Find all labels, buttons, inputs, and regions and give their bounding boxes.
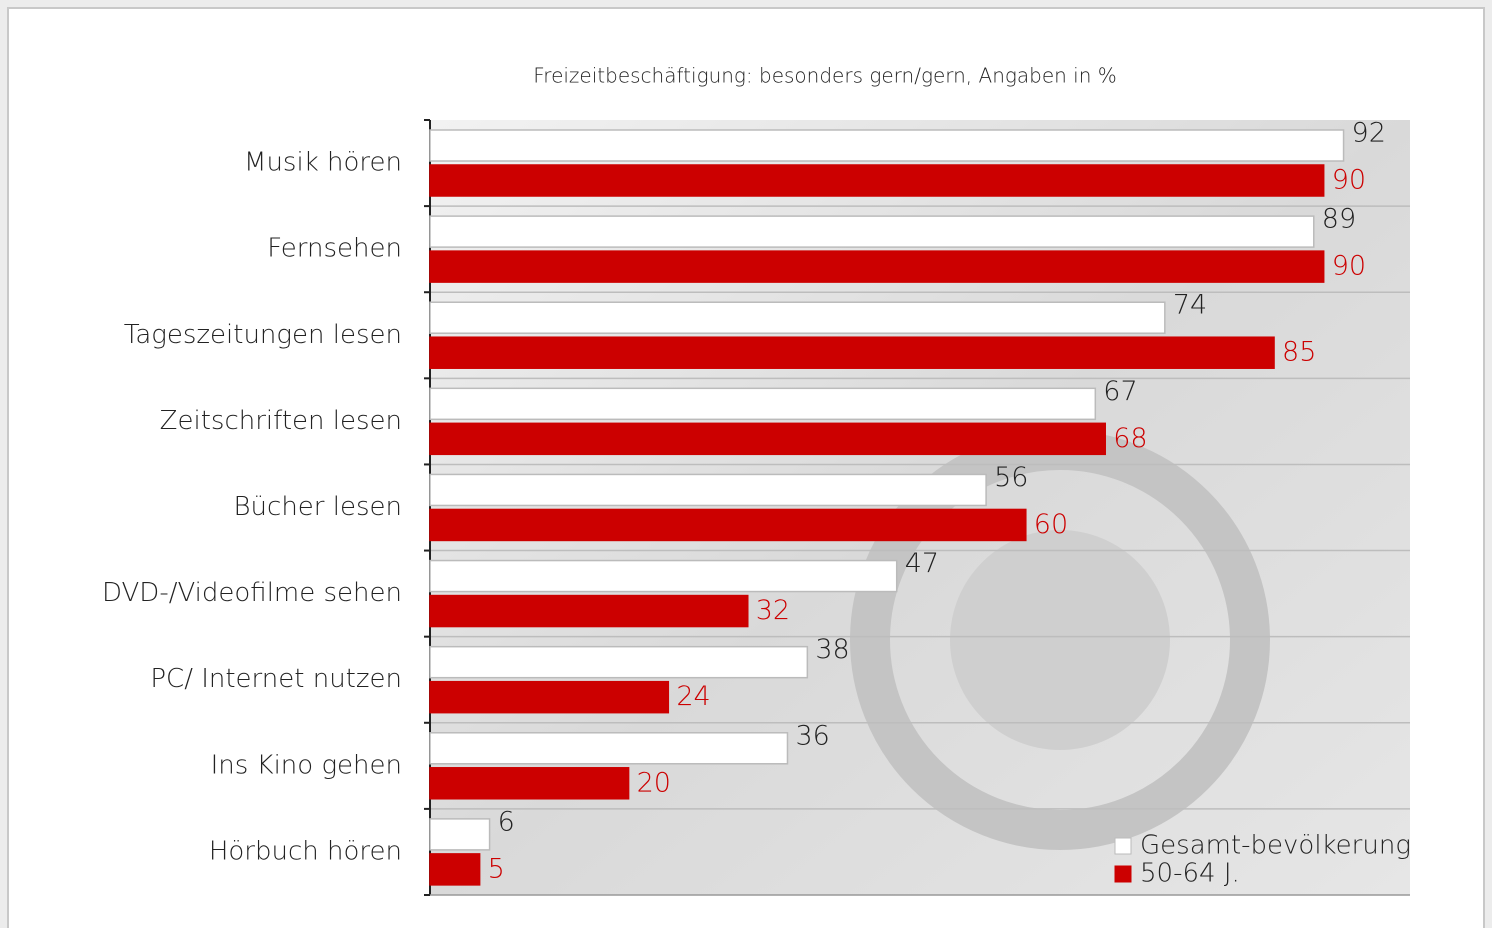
category-label: Zeitschriften lesen bbox=[160, 406, 402, 436]
bar bbox=[429, 680, 670, 714]
legend-swatch bbox=[1114, 865, 1132, 883]
bar bbox=[429, 215, 1315, 248]
bar bbox=[429, 422, 1106, 456]
bar bbox=[429, 301, 1166, 334]
value-label: 68 bbox=[1113, 423, 1147, 454]
value-label: 20 bbox=[637, 767, 671, 798]
bar bbox=[429, 594, 749, 628]
category-label: Tageszeitungen lesen bbox=[124, 320, 402, 350]
value-label: 6 bbox=[498, 806, 515, 837]
bar bbox=[429, 732, 789, 765]
legend-label: Gesamt-bevölkerung bbox=[1140, 831, 1411, 861]
value-label: 89 bbox=[1322, 204, 1356, 235]
value-label: 67 bbox=[1103, 376, 1137, 407]
bar bbox=[429, 559, 898, 593]
value-label: 36 bbox=[795, 720, 829, 751]
value-label: 90 bbox=[1332, 251, 1366, 282]
bar bbox=[429, 250, 1325, 283]
background-decor bbox=[950, 530, 1170, 750]
category-label: Fernsehen bbox=[267, 234, 402, 264]
value-label: 74 bbox=[1173, 290, 1207, 321]
bar bbox=[429, 387, 1097, 421]
bar bbox=[429, 129, 1345, 162]
legend-swatch bbox=[1114, 837, 1132, 855]
plot: Musik hören 92 90 Fernsehen 89 90 Tageszeitung… bbox=[102, 118, 1411, 896]
bar bbox=[429, 336, 1275, 369]
bar bbox=[429, 767, 630, 800]
bar bbox=[429, 818, 491, 851]
value-label: 47 bbox=[905, 548, 939, 579]
value-label: 90 bbox=[1332, 165, 1366, 196]
value-label: 38 bbox=[815, 634, 849, 665]
bar bbox=[429, 645, 809, 679]
value-label: 5 bbox=[488, 853, 505, 884]
category-label: PC/ Internet nutzen bbox=[150, 664, 402, 694]
category-label: Musik hören bbox=[244, 148, 402, 178]
value-label: 32 bbox=[756, 595, 790, 626]
category-label: Hörbuch hören bbox=[209, 836, 402, 866]
bar bbox=[429, 164, 1325, 197]
category-label: Bücher lesen bbox=[234, 492, 402, 522]
value-label: 85 bbox=[1282, 337, 1316, 368]
category-label: DVD-/Videofilme sehen bbox=[102, 578, 402, 608]
bar bbox=[429, 473, 987, 507]
value-label: 92 bbox=[1352, 118, 1386, 149]
value-label: 56 bbox=[994, 462, 1028, 493]
legend-label: 50-64 J. bbox=[1140, 859, 1240, 889]
bar bbox=[429, 853, 481, 886]
value-label: 24 bbox=[676, 681, 710, 712]
category-label: Ins Kino gehen bbox=[211, 750, 402, 780]
bar bbox=[429, 508, 1027, 542]
chart-title: Freizeitbeschäftigung: besonders gern/ge… bbox=[533, 64, 1117, 88]
value-label: 60 bbox=[1034, 509, 1068, 540]
